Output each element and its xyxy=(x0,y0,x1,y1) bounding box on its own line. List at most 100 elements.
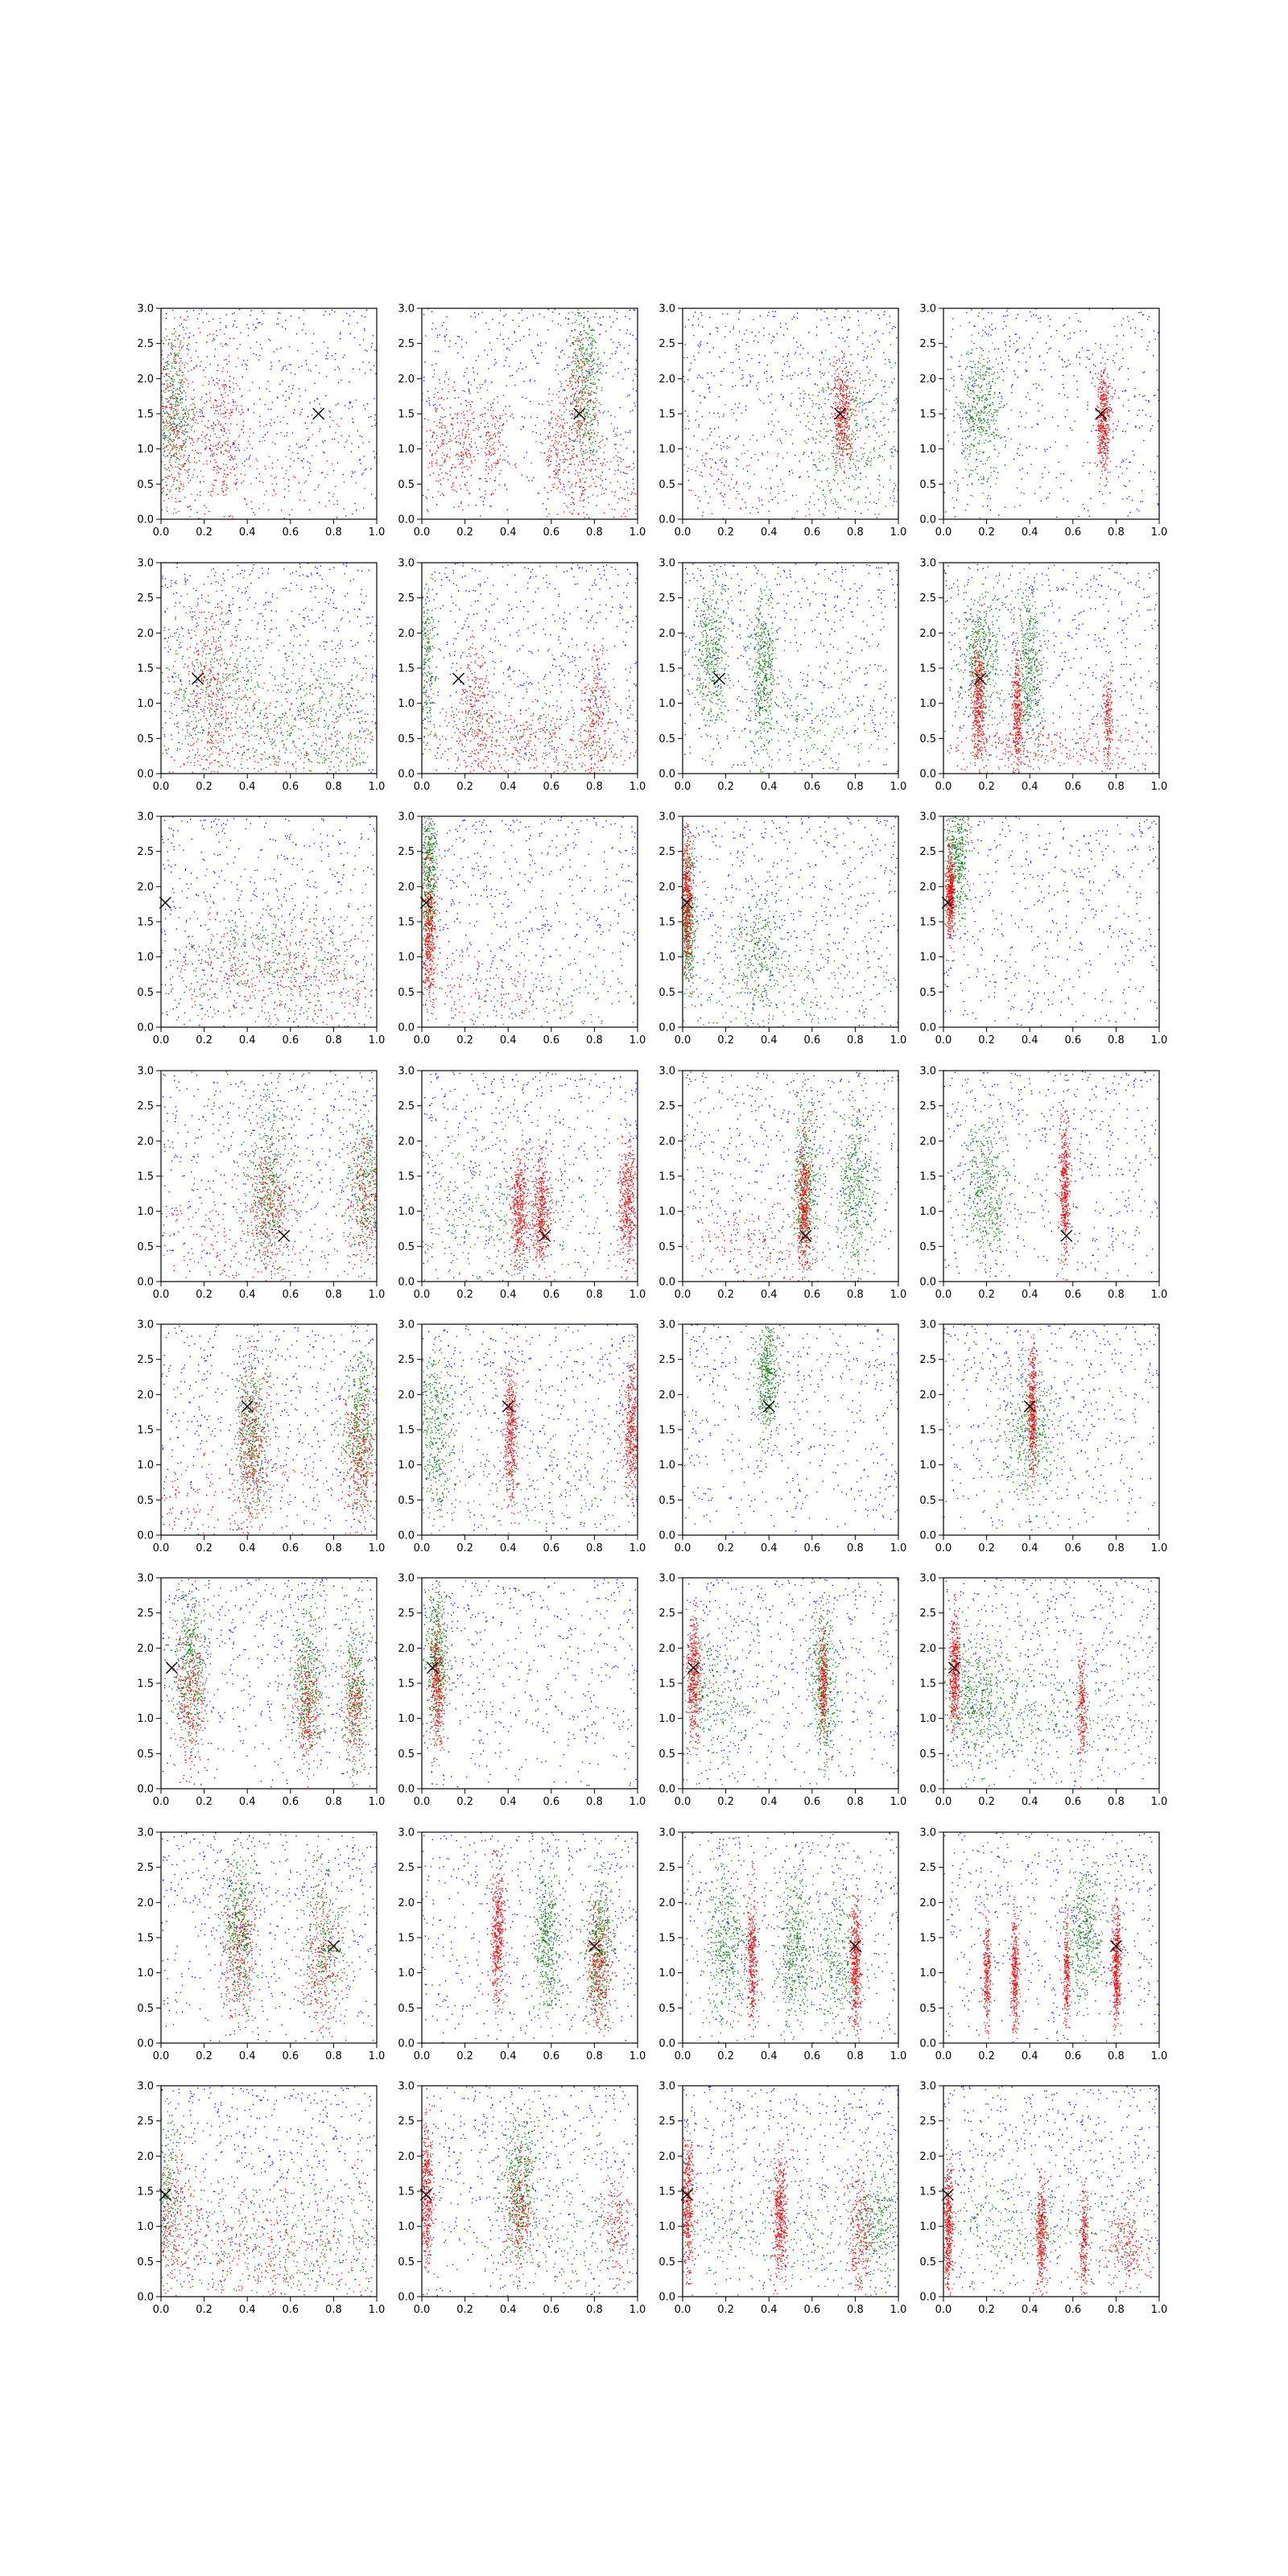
point-background xyxy=(626,329,628,331)
point-cluster-b xyxy=(242,411,244,414)
point-cluster-b xyxy=(617,502,618,504)
point-cluster-b xyxy=(576,456,578,457)
point-background xyxy=(620,434,621,436)
point-background xyxy=(990,387,992,389)
point-cluster-b xyxy=(449,440,451,442)
point-background xyxy=(343,508,345,510)
point-cluster-b xyxy=(213,469,214,471)
point-cluster-a xyxy=(581,361,583,362)
point-background xyxy=(309,462,311,464)
point-cluster-a xyxy=(578,333,580,335)
point-cluster-b xyxy=(238,449,240,451)
point-background xyxy=(225,423,226,424)
point-background xyxy=(782,370,783,372)
point-cluster-b xyxy=(452,432,454,434)
point-cluster-b xyxy=(573,374,575,377)
point-cluster-b xyxy=(262,481,264,483)
point-cluster-a xyxy=(857,486,859,488)
point-cluster-a xyxy=(580,485,582,487)
point-cluster-b xyxy=(219,468,221,469)
point-cluster-a xyxy=(572,387,574,390)
point-cluster-b xyxy=(583,380,584,382)
point-cluster-b xyxy=(618,498,620,500)
point-background xyxy=(691,390,693,392)
point-background xyxy=(768,312,770,313)
point-cluster-b xyxy=(854,387,857,389)
point-cluster-b xyxy=(556,454,558,456)
point-cluster-b xyxy=(182,432,184,434)
point-background xyxy=(866,355,869,357)
point-cluster-b xyxy=(842,438,844,440)
point-background xyxy=(490,403,492,405)
point-cluster-b xyxy=(845,394,848,396)
point-cluster-b xyxy=(844,421,846,423)
point-cluster-b xyxy=(847,414,848,415)
point-cluster-b xyxy=(436,462,438,464)
point-cluster-a xyxy=(573,395,576,397)
y-tick-label: 2.0 xyxy=(137,374,154,386)
point-background xyxy=(1015,317,1017,319)
point-cluster-a xyxy=(599,379,601,381)
point-cluster-b xyxy=(580,359,582,361)
point-cluster-a xyxy=(831,500,832,502)
point-background xyxy=(699,346,700,348)
point-cluster-b xyxy=(175,413,178,415)
point-cluster-b xyxy=(190,404,192,406)
point-cluster-a xyxy=(183,465,184,468)
point-background xyxy=(329,416,331,418)
point-cluster-b xyxy=(845,448,848,450)
point-cluster-b xyxy=(223,427,225,429)
point-background xyxy=(305,332,307,335)
point-cluster-b xyxy=(173,447,175,448)
point-cluster-a xyxy=(560,324,562,326)
point-cluster-a xyxy=(864,465,865,468)
point-cluster-b xyxy=(181,392,183,394)
point-cluster-b xyxy=(213,423,215,425)
point-cluster-a xyxy=(867,423,869,425)
point-background xyxy=(717,427,720,428)
point-cluster-b xyxy=(710,466,712,468)
point-background xyxy=(371,425,373,427)
point-cluster-b xyxy=(853,409,855,411)
point-background xyxy=(335,353,336,354)
point-cluster-b xyxy=(179,370,180,372)
point-cluster-b xyxy=(835,395,836,397)
point-background xyxy=(229,337,231,339)
point-background xyxy=(276,396,278,398)
point-cluster-a xyxy=(183,417,184,419)
point-background xyxy=(819,441,821,443)
point-background xyxy=(464,484,465,485)
point-background xyxy=(297,452,299,454)
point-cluster-a xyxy=(589,375,591,377)
point-cluster-b xyxy=(234,440,236,442)
point-cluster-b xyxy=(846,421,848,423)
point-cluster-a xyxy=(176,353,178,355)
point-background xyxy=(322,440,324,442)
point-cluster-a xyxy=(584,316,586,318)
point-cluster-a xyxy=(180,446,181,448)
point-background xyxy=(850,353,852,356)
point-cluster-a xyxy=(181,375,183,377)
point-background xyxy=(477,355,479,357)
point-background xyxy=(451,468,452,469)
point-background xyxy=(460,442,461,444)
point-cluster-b xyxy=(623,513,625,514)
point-background xyxy=(686,446,687,448)
point-background xyxy=(602,365,604,367)
point-cluster-a xyxy=(861,411,863,413)
point-cluster-a xyxy=(184,367,186,369)
point-cluster-b xyxy=(581,351,583,353)
point-background xyxy=(767,315,769,316)
point-background xyxy=(202,321,204,324)
point-cluster-b xyxy=(457,459,459,460)
point-background xyxy=(684,326,686,328)
point-cluster-a xyxy=(865,426,866,427)
point-cluster-b xyxy=(834,422,836,423)
point-cluster-b xyxy=(499,444,502,446)
point-cluster-b xyxy=(463,428,464,430)
point-background xyxy=(845,363,847,365)
point-background xyxy=(499,417,502,419)
point-cluster-b xyxy=(274,490,275,492)
point-cluster-a xyxy=(580,425,582,427)
y-tick-label: 2.0 xyxy=(658,374,675,386)
